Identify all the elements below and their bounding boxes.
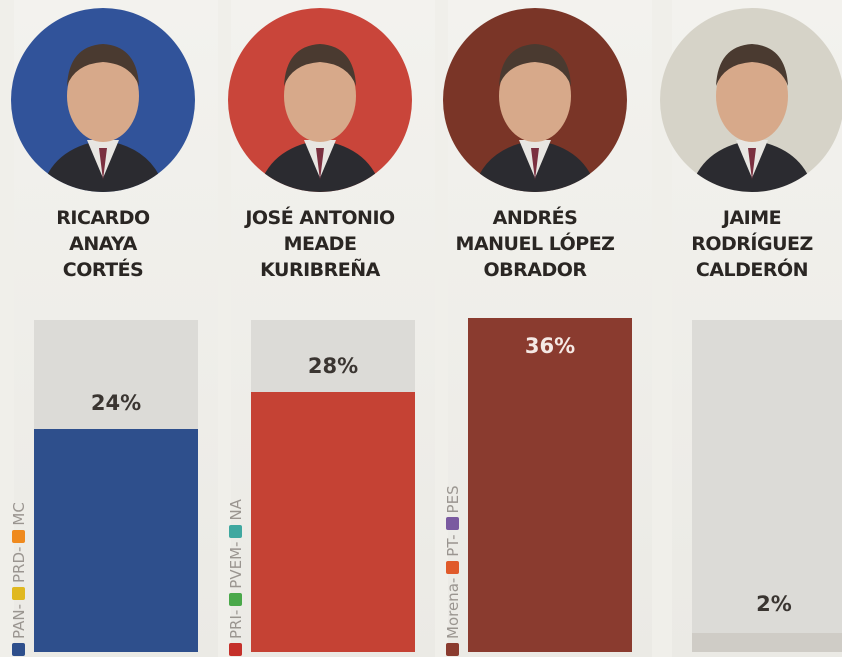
party-logo-icon (446, 643, 459, 656)
candidate-name: RICARDO ANAYA CORTÉS (56, 207, 150, 281)
bar (251, 392, 415, 652)
party-logo-icon (12, 587, 25, 601)
party-list: Morena- PT- PES (444, 481, 462, 656)
party-name: PES (444, 485, 462, 514)
party-name: NA (227, 499, 245, 521)
party-logo-icon (12, 643, 25, 656)
portrait-icon (443, 8, 627, 192)
party-name: MC (10, 502, 28, 526)
candidate-photo (11, 8, 195, 192)
party-name: PAN- (10, 604, 28, 639)
party-name: PRI- (227, 609, 245, 639)
party-name: Morena- (444, 577, 462, 639)
party-logo-icon (446, 517, 459, 531)
bar (468, 318, 632, 652)
data-label: 24% (90, 391, 142, 416)
candidate-photo (228, 8, 412, 192)
party-name: PT- (444, 534, 462, 557)
candidate-name: ANDRÉS MANUEL LÓPEZ OBRADOR (455, 207, 615, 281)
party-logo-icon (229, 643, 242, 656)
portrait-icon (660, 8, 842, 192)
candidate-photo (443, 8, 627, 192)
bar (692, 633, 842, 652)
party-list: PRI- PVEM- NA (227, 495, 245, 656)
party-name: PVEM- (227, 541, 245, 589)
candidate-name: JAIME RODRÍGUEZ CALDERÓN (691, 207, 813, 281)
portrait-icon (228, 8, 412, 192)
portrait-icon (11, 8, 195, 192)
candidate-name: JOSÉ ANTONIO MEADE KURIBREÑA (245, 207, 395, 281)
party-list: PAN- PRD- MC (10, 498, 28, 656)
party-logo-icon (229, 592, 242, 606)
bar (34, 429, 198, 652)
data-label: 28% (307, 354, 359, 379)
party-logo-icon (446, 560, 459, 574)
party-logo-icon (229, 524, 242, 538)
data-label: 36% (524, 334, 576, 358)
data-label: 2% (756, 592, 792, 616)
party-name: PRD- (10, 546, 28, 584)
bar-track (692, 320, 842, 652)
party-logo-icon (12, 529, 25, 543)
candidate-photo (660, 8, 842, 192)
